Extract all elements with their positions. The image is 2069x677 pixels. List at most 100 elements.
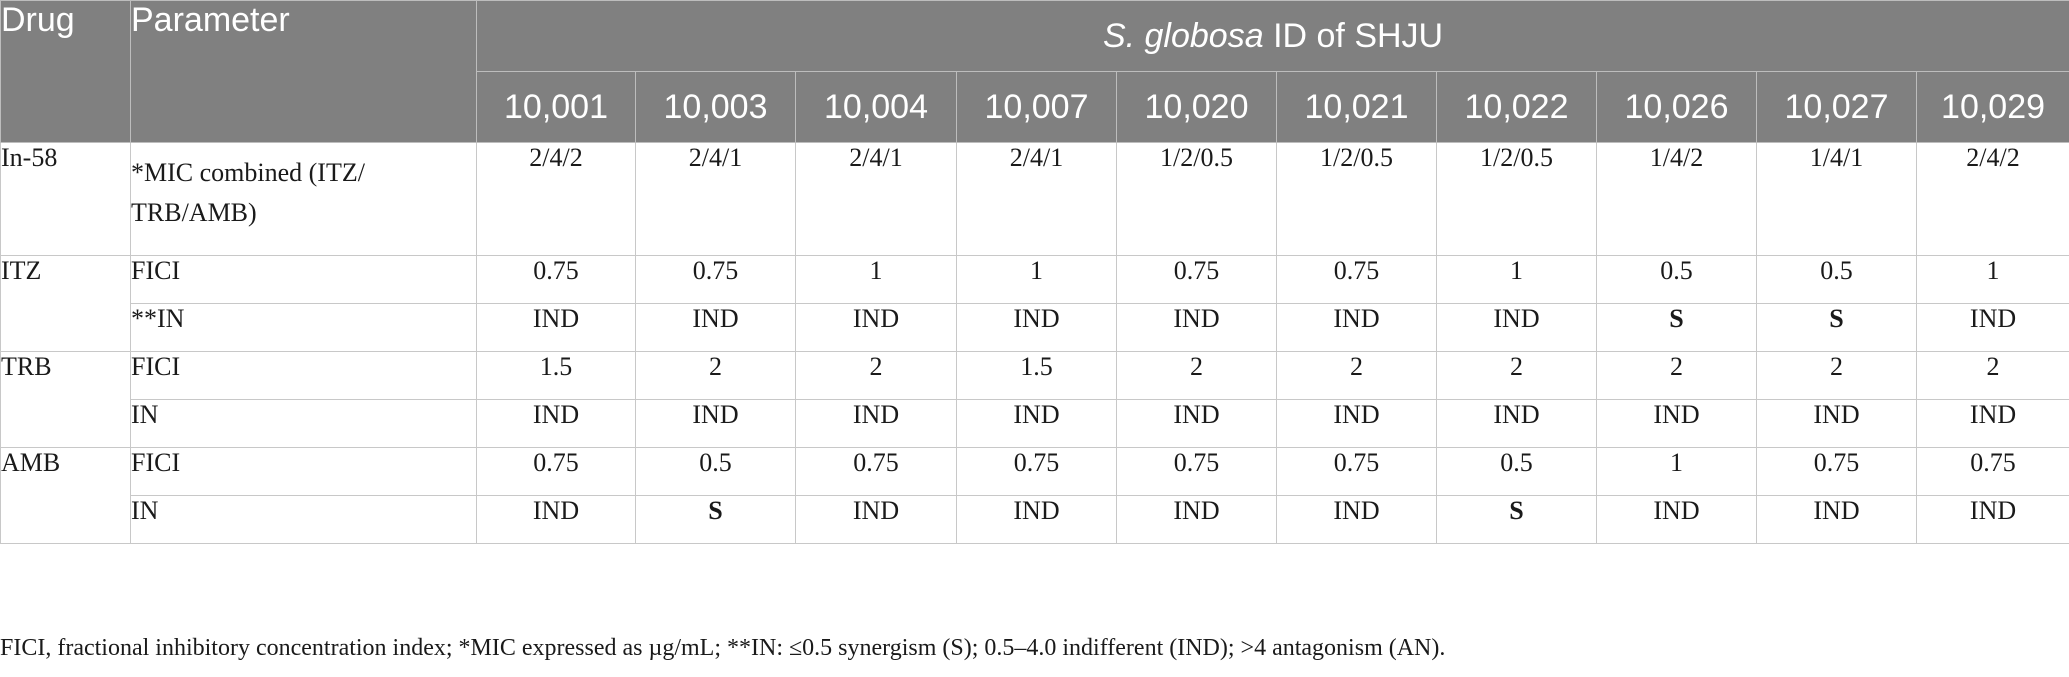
value-cell: 2/4/1 — [795, 142, 957, 256]
value-cell: IND — [1756, 399, 1917, 448]
header-isolate: 10,004 — [795, 71, 957, 143]
value-cell: IND — [1436, 399, 1597, 448]
value-cell: 0.75 — [635, 255, 796, 304]
header-isolate: 10,001 — [476, 71, 636, 143]
data-table: Drug Parameter S. globosa ID of SHJU 10,… — [0, 0, 2069, 544]
value-cell: IND — [795, 495, 957, 544]
header-isolate: 10,027 — [1756, 71, 1917, 143]
value-cell: 1.5 — [956, 351, 1117, 400]
value-cell: IND — [476, 495, 636, 544]
value-cell: 0.75 — [476, 447, 636, 496]
value-cell: IND — [1116, 399, 1277, 448]
value-cell: 0.75 — [1276, 447, 1437, 496]
value-cell: IND — [1276, 495, 1437, 544]
value-cell: 0.75 — [1276, 255, 1437, 304]
value-cell: S — [1596, 303, 1757, 352]
value-cell: 1 — [1436, 255, 1597, 304]
value-cell: 1/4/1 — [1756, 142, 1917, 256]
value-cell: IND — [1116, 495, 1277, 544]
value-cell: IND — [635, 303, 796, 352]
header-isolate: 10,003 — [635, 71, 796, 143]
value-cell: 2 — [1436, 351, 1597, 400]
value-cell: 2 — [795, 351, 957, 400]
table-row: IN IND IND IND IND IND IND IND IND IND IND — [1, 399, 2069, 448]
value-cell: 1/2/0.5 — [1436, 142, 1597, 256]
drug-cell: AMB — [0, 447, 131, 544]
value-cell: 0.5 — [1436, 447, 1597, 496]
drug-cell: TRB — [0, 351, 131, 448]
value-cell: 1 — [1915, 255, 2069, 304]
value-cell: 1/2/0.5 — [1276, 142, 1437, 256]
value-cell: 2/4/2 — [1915, 142, 2069, 256]
header-isolate: 10,029 — [1915, 71, 2069, 143]
value-cell: 1/4/2 — [1596, 142, 1757, 256]
value-cell: IND — [1756, 495, 1917, 544]
drug-cell: ITZ — [0, 255, 131, 352]
value-cell: 0.75 — [1116, 255, 1277, 304]
value-cell: IND — [1915, 495, 2069, 544]
header-isolates-row: 10,001 10,003 10,004 10,007 10,020 10,021 10,0… — [1, 71, 2069, 143]
value-cell: 2 — [1596, 351, 1757, 400]
table-row: TRB FICI 1.5 2 2 1.5 2 2 2 2 2 2 — [0, 351, 2069, 448]
value-cell: IND — [1276, 303, 1437, 352]
value-cell: IND — [956, 303, 1117, 352]
value-cell: 0.75 — [1116, 447, 1277, 496]
value-cell: 2 — [635, 351, 796, 400]
table-row: AMB FICI 0.75 0.5 0.75 0.75 0.75 0.75 0.5 1 0.75 0.… — [0, 447, 2069, 544]
value-cell: 0.75 — [476, 255, 636, 304]
value-cell: 0.5 — [1596, 255, 1757, 304]
value-cell: IND — [1915, 303, 2069, 352]
parameter-cell: **IN — [130, 303, 477, 352]
value-cell: 1 — [1596, 447, 1757, 496]
header-isolate: 10,020 — [1116, 71, 1277, 143]
value-cell: S — [635, 495, 796, 544]
value-cell: 2 — [1915, 351, 2069, 400]
value-cell: IND — [795, 303, 957, 352]
value-cell: 2/4/2 — [476, 142, 636, 256]
value-cell: 2/4/1 — [956, 142, 1117, 256]
table-row: In-58 *MIC combined (ITZ/ TRB/AMB) 2/4/2 2/… — [0, 142, 2069, 256]
value-cell: IND — [1596, 495, 1757, 544]
table-row: ITZ FICI 0.75 0.75 1 1 0.75 0.75 1 0.5 0.5 1 — [0, 255, 2069, 352]
value-cell: 0.75 — [1915, 447, 2069, 496]
header-group-text: ID of SHJU — [1263, 16, 1444, 55]
header-parameter: Parameter — [130, 0, 477, 143]
species-name: S. globosa — [1102, 16, 1264, 55]
parameter-cell: FICI — [130, 447, 477, 496]
header-isolate: 10,021 — [1276, 71, 1437, 143]
value-cell: IND — [956, 495, 1117, 544]
table-footnote: FICI, fractional inhibitory concentratio… — [0, 635, 1446, 661]
parameter-cell: FICI — [130, 351, 477, 400]
value-cell: IND — [956, 399, 1117, 448]
value-cell: S — [1436, 495, 1597, 544]
parameter-cell: IN — [130, 399, 477, 448]
value-cell: 0.5 — [1756, 255, 1917, 304]
value-cell: 1.5 — [476, 351, 636, 400]
table-body: In-58 *MIC combined (ITZ/ TRB/AMB) 2/4/2 2/… — [0, 142, 2069, 544]
value-cell: 0.75 — [795, 447, 957, 496]
value-cell: IND — [1596, 399, 1757, 448]
table-row: IN IND S IND IND IND IND S IND IND IND — [1, 495, 2069, 544]
value-cell: 1 — [956, 255, 1117, 304]
value-cell: IND — [635, 399, 796, 448]
value-cell: IND — [476, 399, 636, 448]
parameter-cell: FICI — [130, 255, 477, 304]
value-cell: IND — [1436, 303, 1597, 352]
value-cell: IND — [1915, 399, 2069, 448]
parameter-cell: *MIC combined (ITZ/ TRB/AMB) — [130, 142, 477, 256]
value-cell: 2 — [1756, 351, 1917, 400]
value-cell: 2/4/1 — [635, 142, 796, 256]
value-cell: 0.5 — [635, 447, 796, 496]
table-container: Drug Parameter S. globosa ID of SHJU 10,… — [0, 0, 2069, 661]
value-cell: IND — [795, 399, 957, 448]
value-cell: 0.75 — [1756, 447, 1917, 496]
header-isolate: 10,026 — [1596, 71, 1757, 143]
value-cell: 2 — [1276, 351, 1437, 400]
header-drug: Drug — [0, 0, 131, 143]
value-cell: S — [1756, 303, 1917, 352]
header-isolate: 10,007 — [956, 71, 1117, 143]
value-cell: IND — [1116, 303, 1277, 352]
header-isolate-group: S. globosa ID of SHJU — [475, 0, 2069, 72]
value-cell: IND — [1276, 399, 1437, 448]
table-row: **IN IND IND IND IND IND IND IND S S IND — [1, 303, 2069, 352]
